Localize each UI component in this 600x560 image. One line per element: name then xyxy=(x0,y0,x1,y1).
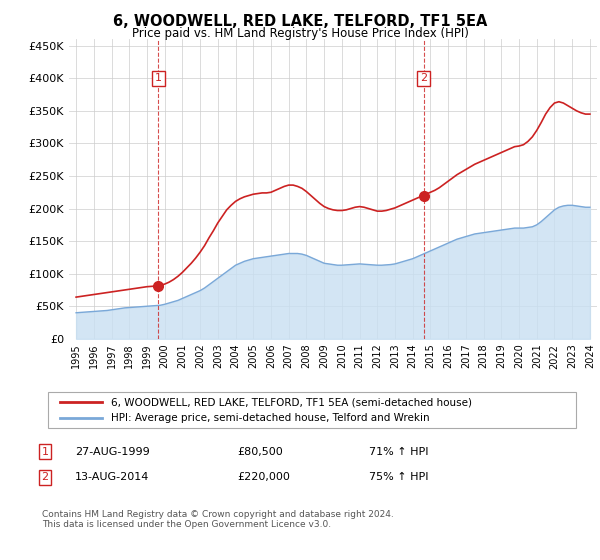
Text: 1: 1 xyxy=(41,447,49,457)
Text: 6, WOODWELL, RED LAKE, TELFORD, TF1 5EA (semi-detached house): 6, WOODWELL, RED LAKE, TELFORD, TF1 5EA … xyxy=(111,397,472,407)
Text: 27-AUG-1999: 27-AUG-1999 xyxy=(75,447,150,457)
Text: 2: 2 xyxy=(41,472,49,482)
Text: 1: 1 xyxy=(155,73,162,83)
Text: Price paid vs. HM Land Registry's House Price Index (HPI): Price paid vs. HM Land Registry's House … xyxy=(131,27,469,40)
Text: HPI: Average price, semi-detached house, Telford and Wrekin: HPI: Average price, semi-detached house,… xyxy=(111,413,430,423)
Text: 6, WOODWELL, RED LAKE, TELFORD, TF1 5EA: 6, WOODWELL, RED LAKE, TELFORD, TF1 5EA xyxy=(113,14,487,29)
Text: 13-AUG-2014: 13-AUG-2014 xyxy=(75,472,149,482)
Text: 2: 2 xyxy=(420,73,427,83)
Text: 71% ↑ HPI: 71% ↑ HPI xyxy=(369,447,428,457)
Text: 75% ↑ HPI: 75% ↑ HPI xyxy=(369,472,428,482)
Text: £80,500: £80,500 xyxy=(237,447,283,457)
Text: £220,000: £220,000 xyxy=(237,472,290,482)
Text: Contains HM Land Registry data © Crown copyright and database right 2024.
This d: Contains HM Land Registry data © Crown c… xyxy=(42,510,394,529)
